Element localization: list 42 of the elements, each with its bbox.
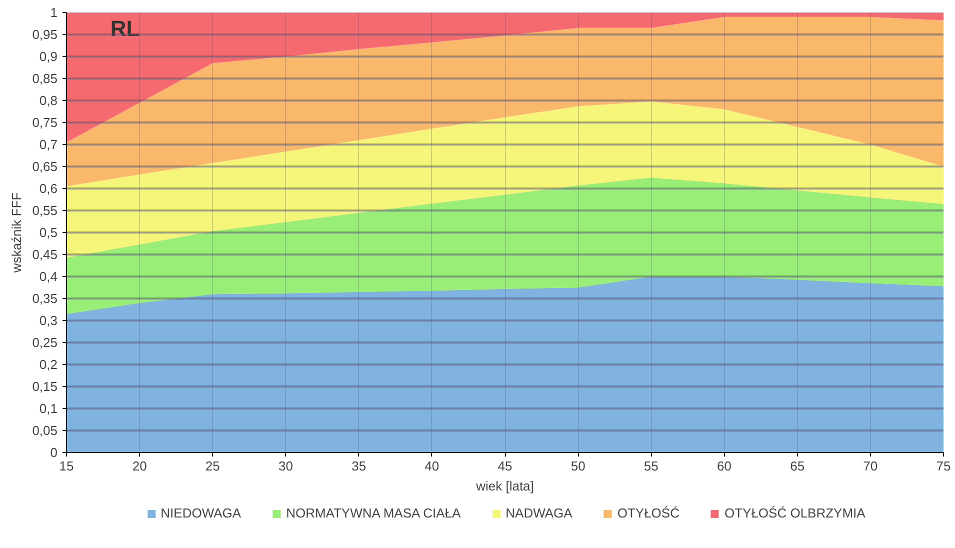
legend-label: NORMATYWNA MASA CIAŁA (286, 506, 461, 520)
legend-label: OTYŁOŚĆ OLBRZYMIA (724, 506, 866, 520)
legend-label: OTYŁOŚĆ (617, 506, 680, 520)
y-tick-label: 0,15 (32, 379, 58, 394)
x-tick-label: 35 (352, 458, 366, 474)
legend-label: NADWAGA (506, 506, 572, 520)
x-tick-label: 30 (278, 458, 293, 474)
x-tick-label: 65 (790, 458, 805, 474)
annotation: RL (110, 16, 140, 42)
x-axis-title: wiek [lata] (475, 478, 534, 494)
y-axis-title: wskaźnik FFF (9, 192, 24, 274)
y-tick-label: 0,9 (39, 49, 58, 64)
y-tick-label: 0,65 (32, 159, 58, 174)
x-tick-label: 60 (717, 458, 732, 474)
y-tick-label: 0,4 (39, 269, 58, 284)
x-tick-label: 15 (59, 458, 74, 474)
y-tick-label: 0,2 (39, 357, 58, 372)
y-tick-label: 0,6 (39, 181, 58, 196)
y-tick-label: 1 (50, 5, 58, 20)
y-tick-label: 0 (50, 445, 58, 460)
y-tick-label: 0,5 (39, 225, 58, 240)
y-tick-label: 0,35 (32, 291, 58, 306)
y-tick-label: 0,8 (39, 93, 58, 108)
y-tick-label: 0,3 (39, 313, 58, 328)
y-tick-label: 0,7 (39, 137, 58, 152)
y-tick-label: 0,05 (32, 423, 58, 438)
y-tick-label: 0,95 (32, 27, 58, 42)
x-tick-label: 20 (132, 458, 147, 474)
y-tick-label: 0,55 (32, 203, 58, 218)
y-tick-label: 0,1 (39, 401, 58, 416)
x-tick-label: 75 (936, 458, 951, 474)
x-tick-label: 45 (498, 458, 512, 474)
x-tick-label: 40 (424, 458, 440, 474)
x-tick-label: 55 (644, 458, 658, 474)
y-tick-label: 0,25 (32, 335, 58, 350)
y-tick-label: 0,75 (32, 115, 58, 130)
legend-label: NIEDOWAGA (160, 506, 242, 520)
y-tick-label: 0,45 (32, 247, 58, 262)
x-tick-label: 70 (863, 458, 878, 474)
y-tick-label: 0,85 (32, 71, 58, 86)
x-tick-label: 50 (570, 458, 586, 474)
x-tick-label: 25 (205, 458, 220, 474)
